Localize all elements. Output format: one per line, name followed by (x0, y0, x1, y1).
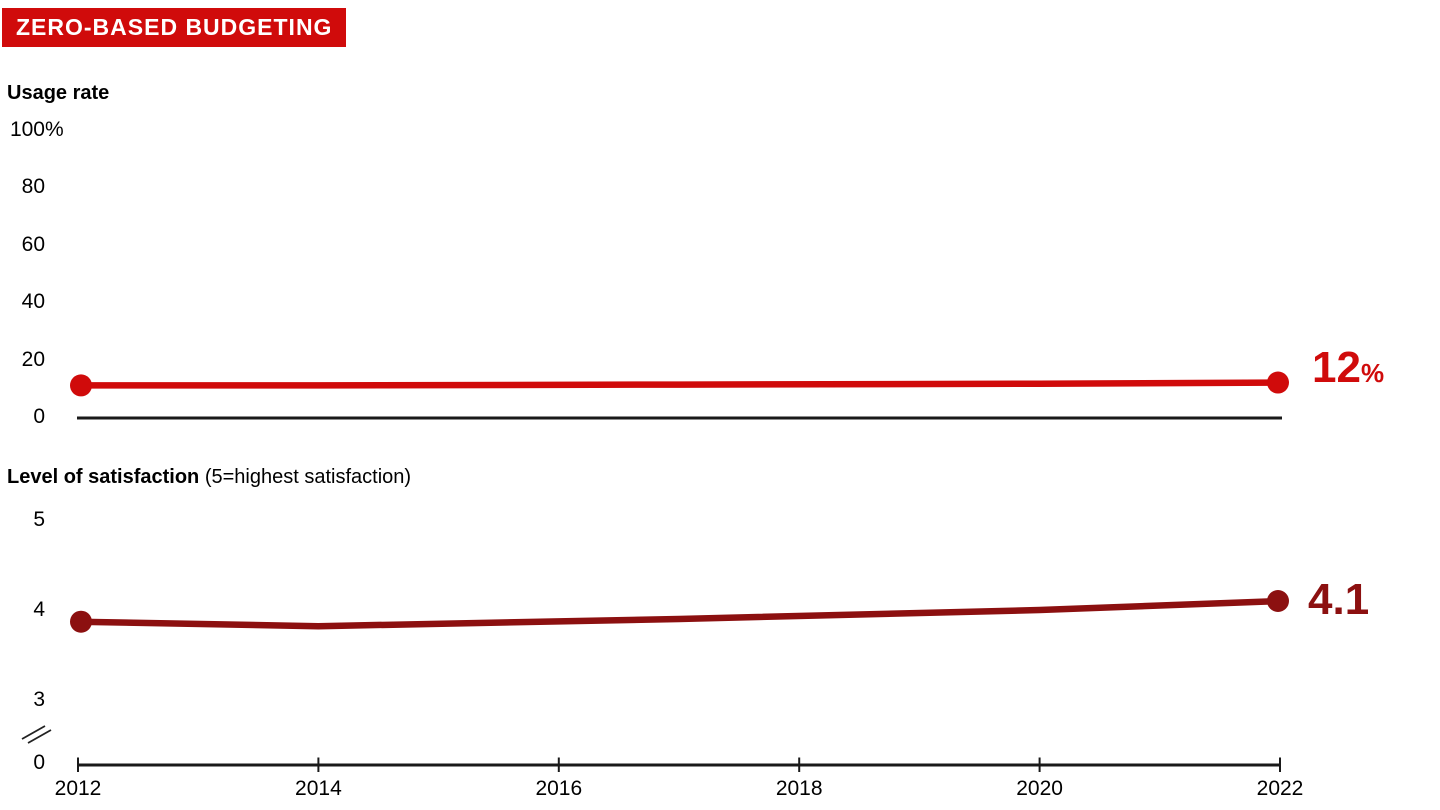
usage-y-tick-label: 20 (22, 347, 45, 373)
usage-y-tick-label: 0 (33, 404, 45, 430)
usage-end-value-label: 12% (1312, 346, 1384, 390)
usage-y-tick-suffix: % (45, 118, 64, 141)
usage-y-tick-label: 40 (22, 289, 45, 315)
usage-end-percent-sign: % (1360, 358, 1385, 388)
satisfaction-y-tick-label: 5 (33, 508, 45, 531)
usage-y-tick-label: 80 (22, 174, 45, 200)
data-point-first (70, 374, 92, 397)
data-point-last (1267, 371, 1289, 394)
x-tick-label: 2012 (54, 777, 102, 800)
data-point-first (70, 610, 92, 633)
satisfaction-y-tick-label: 0 (33, 751, 45, 774)
satisfaction-end-value-label: 4.1 (1308, 578, 1369, 622)
usage-y-tick-label: 60 (22, 232, 45, 258)
series-line-usage-rate (78, 379, 1281, 389)
x-tick-label: 2022 (1256, 777, 1304, 800)
usage-y-tick-text: 0 (33, 405, 45, 428)
usage-y-tick-text: 40 (21, 290, 45, 314)
satisfaction-chart-title-text: Level of satisfaction (7, 466, 200, 488)
usage-y-tick-text: 60 (21, 232, 45, 256)
x-tick-label: 2014 (295, 777, 342, 800)
usage-y-tick-text: 80 (21, 175, 45, 199)
usage-chart-title: Usage rate (7, 82, 109, 105)
data-point-last (1267, 590, 1289, 612)
usage-y-tick-text: 20 (21, 347, 45, 371)
usage-end-value: 12 (1312, 343, 1361, 392)
usage-y-tick-text: 100 (9, 118, 45, 141)
y-axis-break-icon (27, 729, 52, 744)
x-tick-label: 2020 (1016, 777, 1063, 800)
x-tick-label: 2016 (535, 777, 583, 800)
page-title: ZERO-BASED BUDGETING (16, 14, 333, 40)
x-tick-label: 2018 (775, 777, 823, 800)
satisfaction-chart-subtitle: (5=highest satisfaction) (204, 466, 412, 488)
usage-chart-title-text: Usage rate (7, 82, 110, 104)
satisfaction-end-value: 4.1 (1308, 575, 1370, 624)
y-axis-break-icon (21, 725, 46, 740)
satisfaction-chart-title: Level of satisfaction (5=highest satisfa… (7, 466, 411, 489)
title-badge: ZERO-BASED BUDGETING (2, 8, 347, 47)
satisfaction-y-tick-label: 3 (33, 688, 45, 711)
satisfaction-y-tick-label: 4 (33, 598, 45, 621)
usage-y-tick-label: 100% (9, 117, 64, 143)
series-line-level-of-satisfaction (77, 597, 1281, 630)
